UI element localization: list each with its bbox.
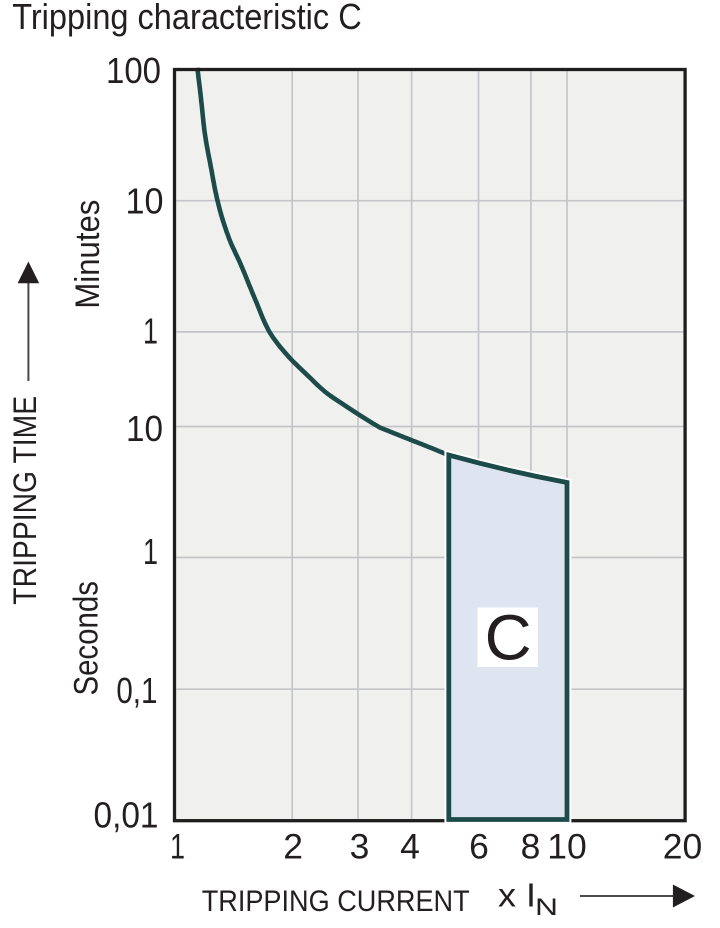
svg-text:x I: x I (498, 877, 536, 914)
svg-text:TRIPPING TIME: TRIPPING TIME (7, 396, 43, 605)
svg-text:6: 6 (469, 826, 489, 866)
svg-text:1: 1 (143, 311, 158, 352)
svg-text:Seconds: Seconds (68, 581, 106, 696)
svg-text:TRIPPING CURRENT: TRIPPING CURRENT (202, 885, 470, 918)
svg-text:2: 2 (283, 826, 303, 866)
svg-text:C: C (485, 602, 532, 674)
svg-text:Minutes: Minutes (69, 200, 107, 309)
svg-text:1: 1 (170, 826, 185, 866)
svg-text:0,1: 0,1 (116, 670, 157, 711)
svg-text:4: 4 (400, 826, 420, 866)
svg-text:0,01: 0,01 (94, 794, 159, 835)
svg-text:N: N (535, 894, 558, 921)
svg-text:10: 10 (126, 181, 164, 222)
svg-text:3: 3 (350, 826, 370, 866)
svg-text:100: 100 (106, 50, 161, 91)
svg-text:20: 20 (663, 826, 703, 866)
svg-text:10: 10 (126, 408, 163, 449)
svg-text:1: 1 (143, 531, 158, 572)
svg-text:8: 8 (521, 826, 541, 866)
svg-text:10: 10 (547, 826, 587, 866)
svg-text:Tripping characteristic C: Tripping characteristic C (12, 0, 362, 37)
